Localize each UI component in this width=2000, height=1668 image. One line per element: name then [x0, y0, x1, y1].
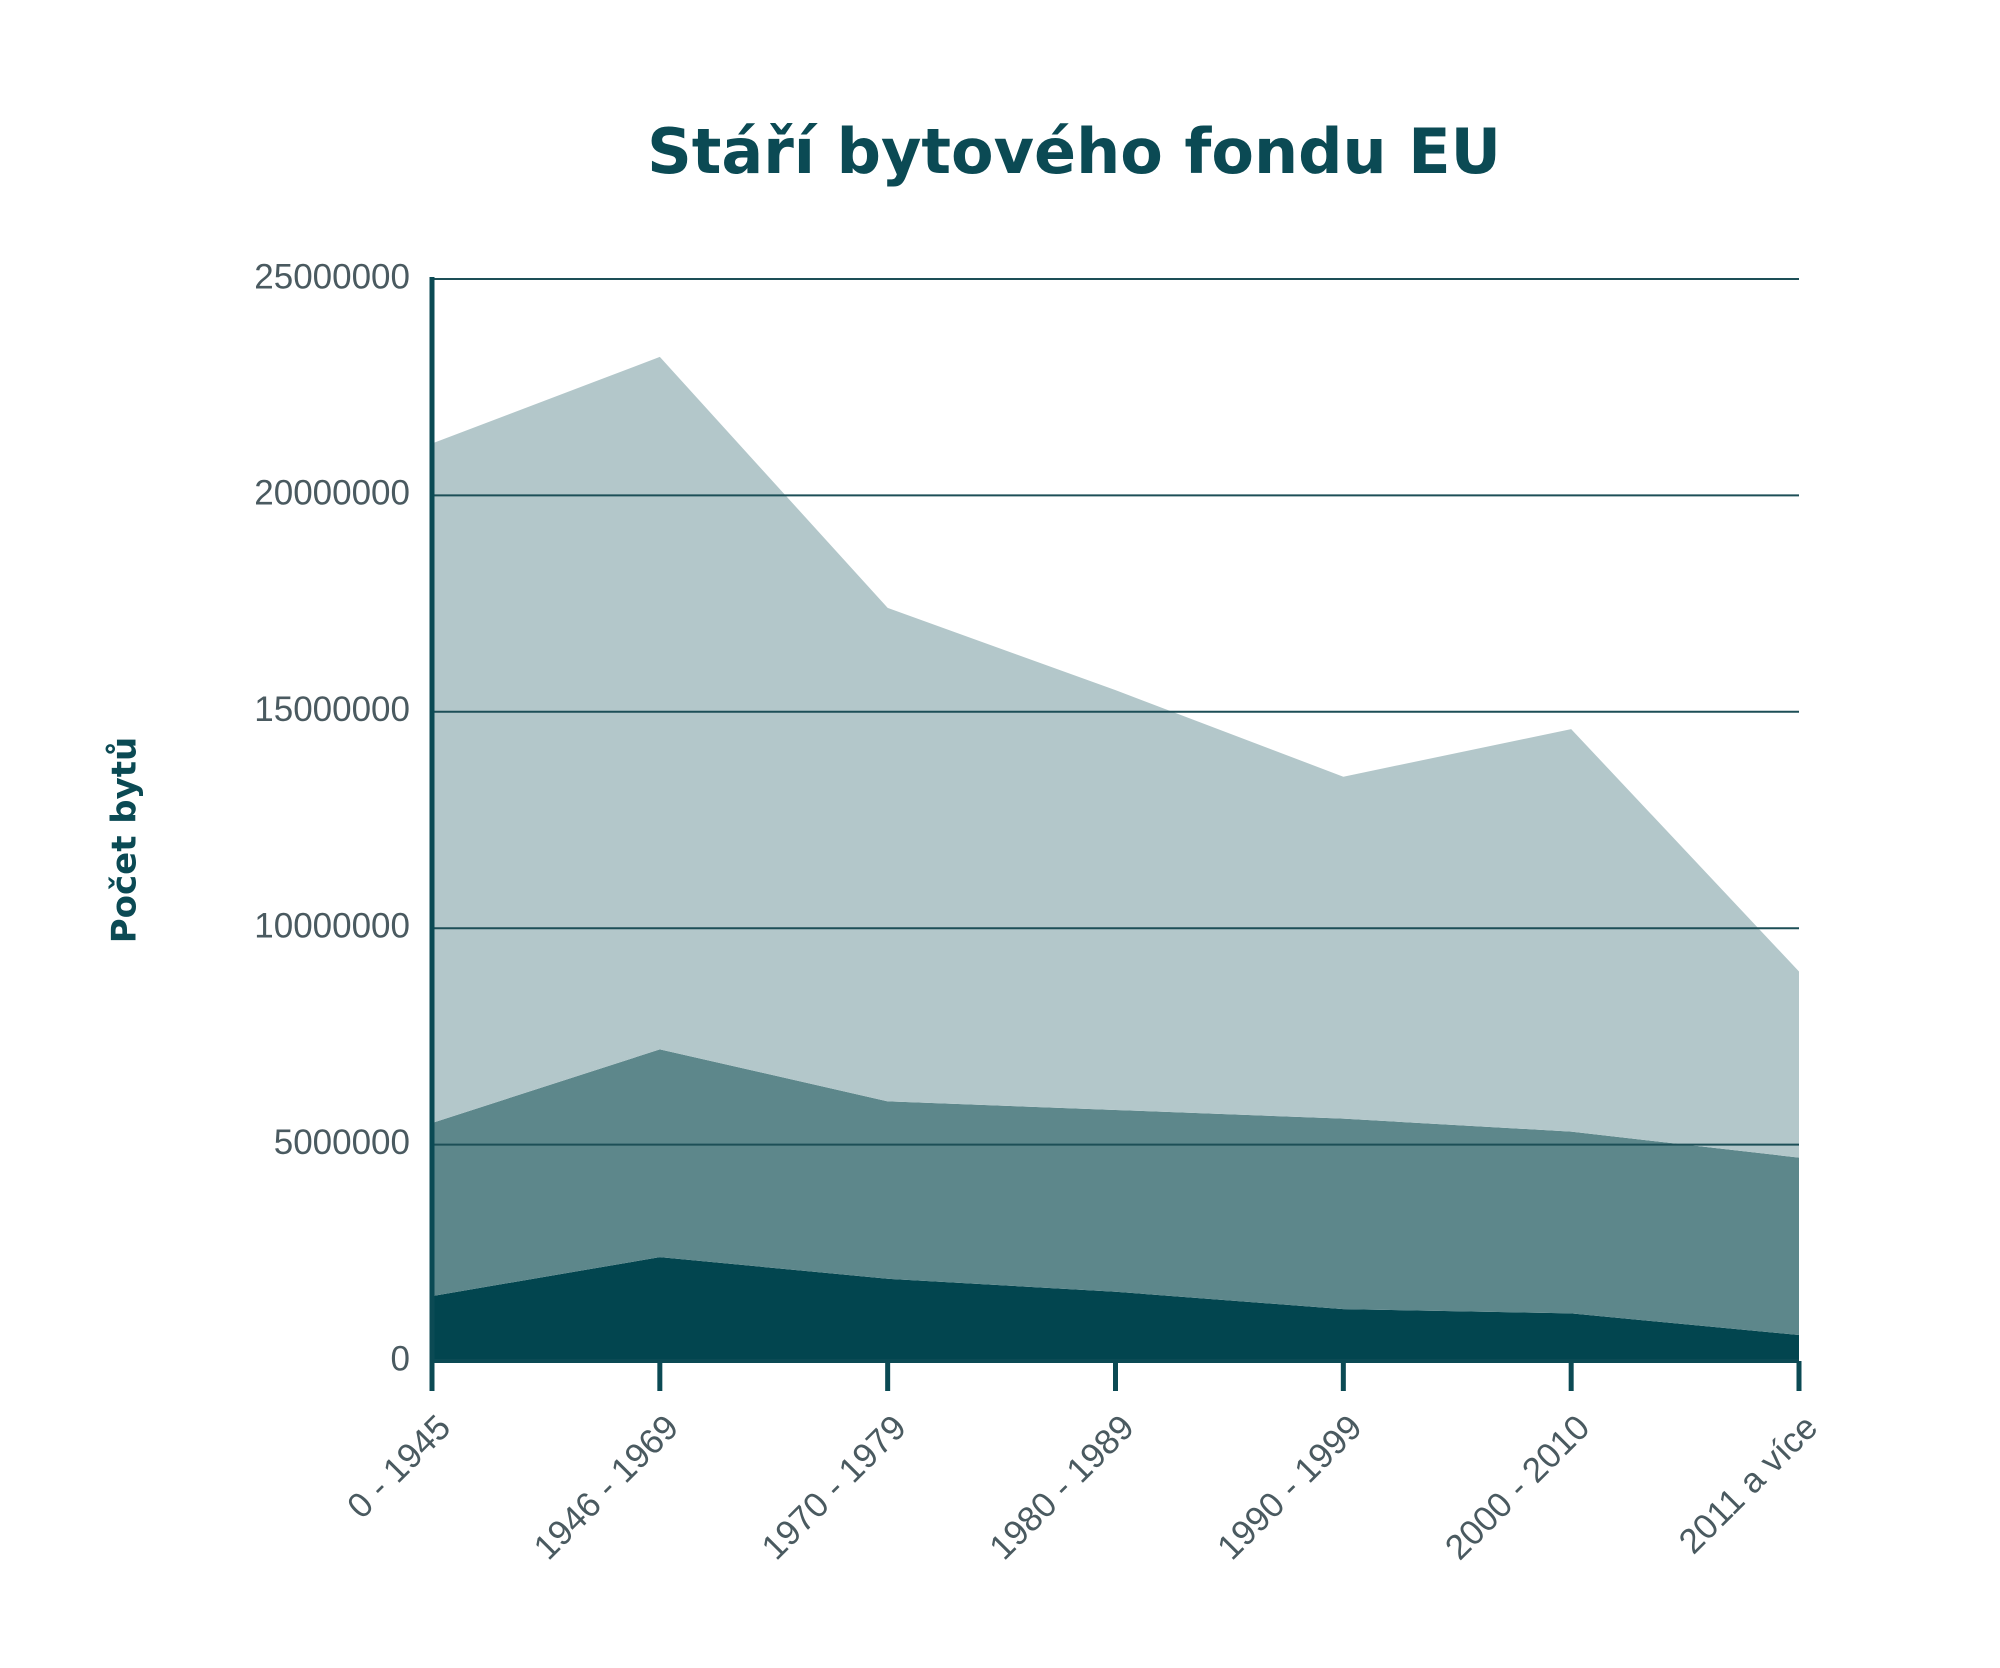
- x-tick-label: 1970 - 1979: [754, 1408, 914, 1568]
- chart-title: Stáří bytového fondu EU: [647, 115, 1501, 188]
- area: [432, 1257, 1799, 1361]
- x-tick-label: 1946 - 1969: [526, 1408, 686, 1568]
- area: [432, 356, 1799, 1158]
- y-tick-label: 25000000: [254, 257, 410, 296]
- y-tick-label: 5000000: [274, 1123, 410, 1162]
- x-tick-label: 1980 - 1989: [982, 1408, 1142, 1568]
- x-tick-label: 2000 - 2010: [1438, 1408, 1598, 1568]
- y-tick-label: 0: [391, 1339, 410, 1378]
- y-tick-label: 15000000: [254, 690, 410, 729]
- x-tick-label: 2011 a více: [1671, 1408, 1825, 1562]
- y-axis-title: Počet bytů: [105, 737, 145, 944]
- x-tick-label: 0 - 1945: [340, 1408, 458, 1526]
- x-tick-label: 1990 - 1999: [1210, 1408, 1370, 1568]
- y-tick-label: 20000000: [254, 474, 410, 513]
- y-tick-label: 10000000: [254, 906, 410, 945]
- area: [432, 1049, 1799, 1336]
